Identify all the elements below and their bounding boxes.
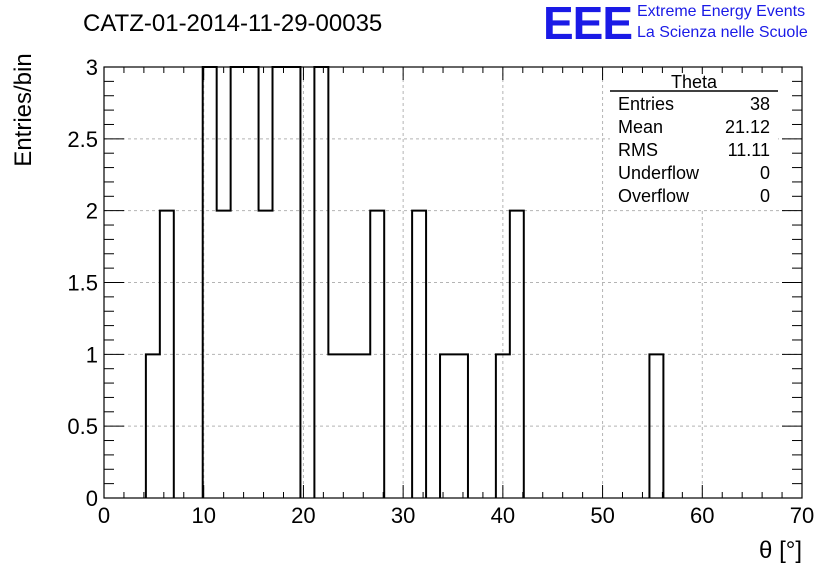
logo-subtitle-line2: La Scienza nelle Scuole <box>637 24 808 41</box>
x-tick-label: 50 <box>590 503 614 528</box>
stats-row-label: Overflow <box>618 186 690 206</box>
stats-row-value: 0 <box>760 186 770 206</box>
chart-title: CATZ-01-2014-11-29-00035 <box>83 10 383 37</box>
y-tick-label: 1.5 <box>67 271 98 296</box>
y-axis-label: Entries/bin <box>10 53 37 166</box>
stats-box-background <box>610 74 778 208</box>
y-tick-label: 2.5 <box>67 127 98 152</box>
stats-row-value: 21.12 <box>725 117 770 137</box>
x-tick-label: 0 <box>98 503 110 528</box>
eee-logo: EEE <box>543 0 633 49</box>
axis-ticks <box>103 66 803 499</box>
x-tick-label: 10 <box>191 503 215 528</box>
histogram-bin <box>510 211 524 498</box>
x-tick-label: 20 <box>291 503 315 528</box>
stats-row-label: Mean <box>618 117 663 137</box>
stats-row-value: 38 <box>750 94 770 114</box>
stats-row-value: 0 <box>760 163 770 183</box>
stats-rows: Entries 38 Mean 21.12 RMS 11.11 Underflow 0 Over… <box>618 94 770 206</box>
x-tick-label: 70 <box>790 503 814 528</box>
logo-subtitle-line1: Extreme Energy Events <box>637 3 806 20</box>
x-tick-label: 40 <box>491 503 515 528</box>
y-tick-label: 3 <box>86 55 98 80</box>
x-tick-label: 30 <box>391 503 415 528</box>
axis-tick-labels: 0 10 20 30 40 50 60 70 0 0.5 1 1.5 2 2.5 3 <box>67 55 814 528</box>
x-tick-label: 60 <box>690 503 714 528</box>
x-axis-label: θ [°] <box>759 537 802 564</box>
y-tick-label: 2 <box>86 199 98 224</box>
y-tick-label: 0 <box>86 486 98 511</box>
stats-title: Theta <box>671 72 718 92</box>
stats-row-value: 11.11 <box>728 140 770 160</box>
stats-row-label: Underflow <box>618 163 700 183</box>
y-tick-label: 1 <box>86 342 98 367</box>
y-tick-label: 0.5 <box>67 414 98 439</box>
stats-row-label: RMS <box>618 140 658 160</box>
stats-row-label: Entries <box>618 94 674 114</box>
stats-box: Theta Entries 38 Mean 21.12 RMS 11.11 Underflo… <box>610 72 778 208</box>
